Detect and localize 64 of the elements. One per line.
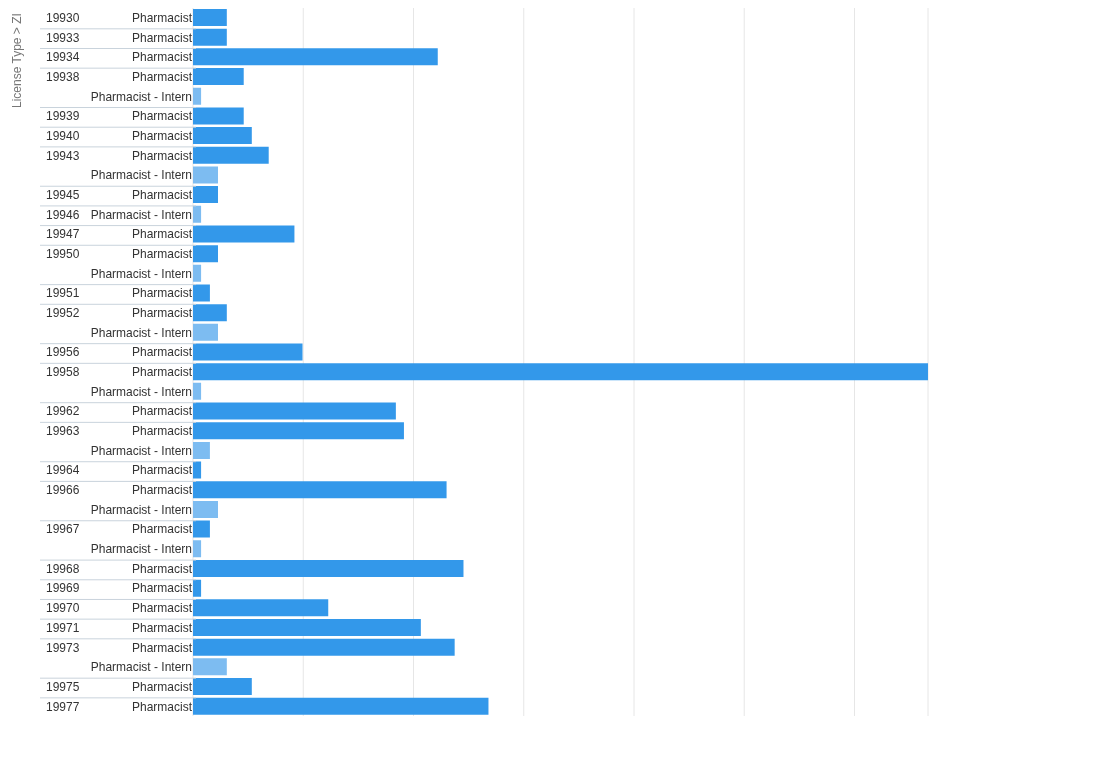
text: Pharmacist [132, 148, 192, 163]
y-tick-label: 19967 [46, 522, 80, 537]
y-tick-label: 19962 [46, 404, 80, 419]
y-tick-label: 19940 [46, 128, 80, 143]
y-tick-label: 19934 [46, 50, 80, 65]
text: Pharmacist [132, 601, 192, 616]
text: Pharmacist [132, 561, 192, 576]
text: Pharmacist [132, 345, 192, 360]
y-tick-label: 19958 [46, 365, 80, 380]
text: Pharmacist [132, 69, 192, 84]
series-label: Pharmacist - Intern [90, 89, 192, 104]
text: Pharmacist [132, 246, 192, 261]
y-tick-label: 19963 [46, 424, 80, 439]
text: Pharmacist [132, 463, 192, 478]
y-tick-label: 19973 [46, 640, 80, 655]
text: Pharmacist [132, 581, 192, 596]
text: Pharmacist [132, 306, 192, 320]
text: Pharmacist [132, 50, 192, 65]
y-tick-label: 19946 [46, 207, 80, 222]
y-tick-label: 19933 [46, 30, 80, 45]
y-tick-label: 19956 [46, 345, 80, 360]
y-tick-label: 19975 [46, 679, 80, 694]
y-tick-label: 19939 [46, 109, 80, 124]
y-tick-label: 19968 [46, 561, 80, 576]
y-axis-title: License Type > ZI [10, 13, 24, 108]
text: Pharmacist [132, 286, 192, 301]
text: Pharmacist - Intern [90, 542, 192, 557]
text: Pharmacist [132, 424, 192, 439]
text: Pharmacist - Intern [90, 325, 192, 340]
text: Pharmacist [132, 30, 192, 45]
text: Pharmacist [132, 483, 192, 498]
y-tick-label: 19970 [46, 601, 80, 616]
text: Pharmacist [132, 679, 192, 694]
text: Pharmacist - Intern [90, 502, 192, 517]
y-tick-label: 19951 [46, 286, 80, 301]
series-label: Pharmacist [132, 10, 193, 25]
text: Pharmacist [132, 699, 192, 714]
text: Pharmacist - Intern [90, 266, 192, 281]
text: Pharmacist [132, 640, 192, 655]
text: Pharmacist [132, 365, 192, 380]
text: Pharmacist [132, 522, 192, 537]
y-tick-label: 19943 [46, 148, 80, 163]
y-tick-label: 19952 [46, 306, 80, 320]
text: Pharmacist [132, 404, 192, 419]
text: Pharmacist - Intern [90, 168, 192, 183]
text: Pharmacist - Intern [90, 384, 192, 399]
text: Pharmacist [132, 109, 192, 124]
y-tick-label: 19971 [46, 620, 80, 635]
y-tick-label: 19977 [46, 699, 80, 714]
text: Pharmacist [132, 128, 192, 143]
y-tick-label: 19945 [46, 187, 80, 202]
y-tick-label: 19947 [46, 227, 80, 242]
text: Pharmacist [132, 227, 192, 242]
y-tick-label: 19930 [46, 10, 80, 25]
text: Pharmacist - Intern [90, 207, 192, 222]
text: Pharmacist [132, 620, 192, 635]
text: Pharmacist - Intern [90, 660, 192, 675]
y-tick-label: 19938 [46, 69, 80, 84]
y-tick-label: 19964 [46, 463, 80, 478]
text: Pharmacist [132, 187, 192, 202]
text: Pharmacist - Intern [90, 443, 192, 458]
y-tick-label: 19950 [46, 246, 80, 261]
y-tick-label: 19966 [46, 483, 80, 498]
y-tick-label: 19969 [46, 581, 80, 596]
